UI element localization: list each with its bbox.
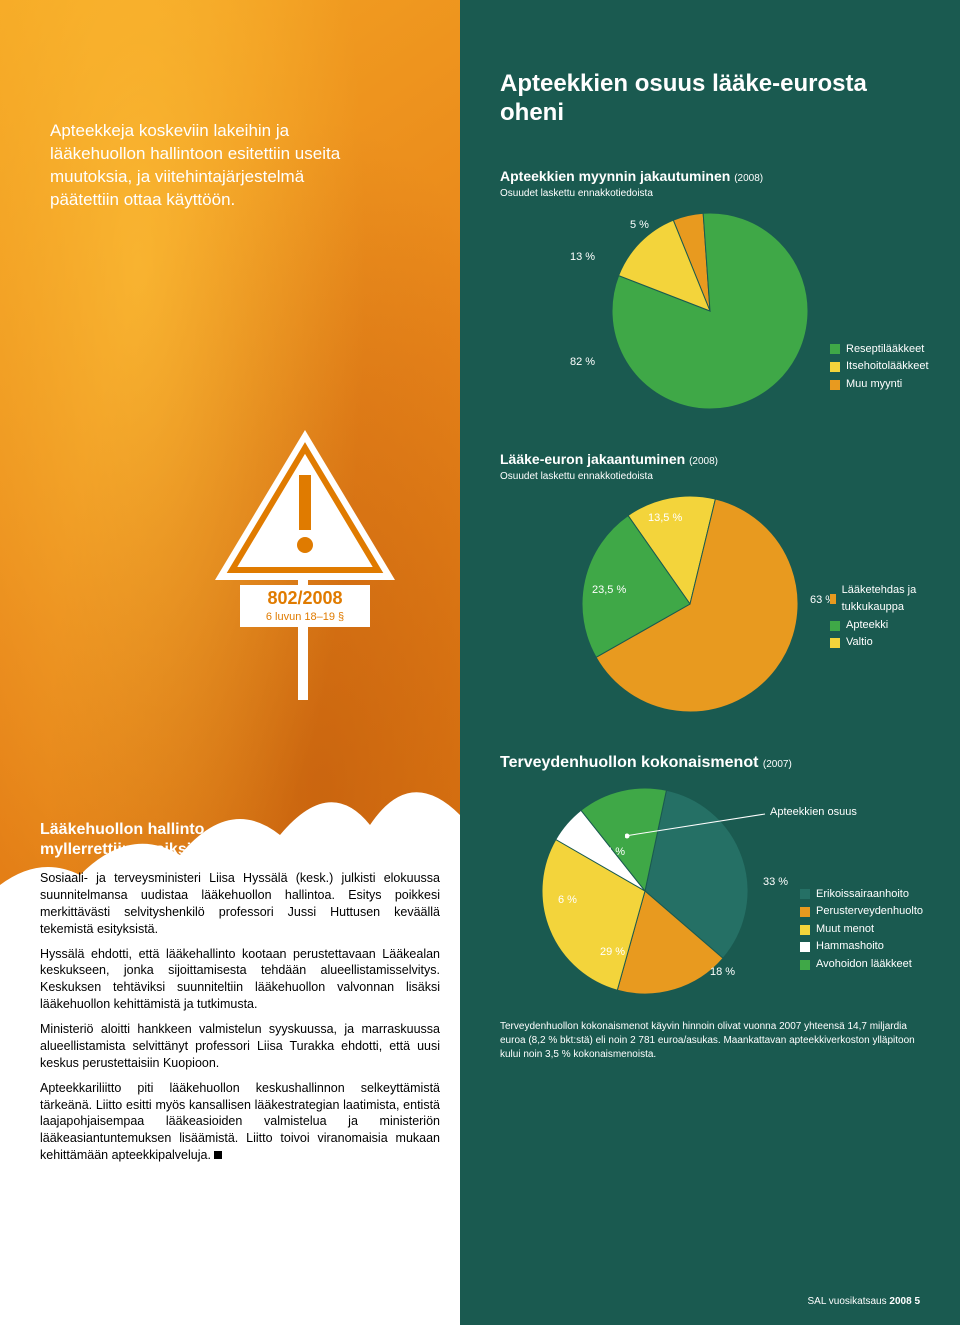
chart3-title: Terveydenhuollon kokonaismenot (2007): [500, 754, 920, 772]
legend-item: Hammashoito: [800, 938, 923, 956]
article-p4: Apteekkariliitto piti lääkehuollon kesku…: [40, 1080, 440, 1164]
chart2-title: Lääke-euron jakaantuminen (2008): [500, 451, 920, 467]
chart3-label-6: 6 %: [558, 894, 577, 906]
chart2-pie: [580, 494, 800, 714]
chart2-legend: Lääketehdas ja tukkukauppa Apteekki Valt…: [830, 582, 920, 652]
chart3-label-33: 33 %: [763, 876, 788, 888]
legend-swatch: [830, 380, 840, 390]
legend-item: Erikoissairaanhoito: [800, 886, 923, 904]
sign-top-text: 802/2008: [267, 588, 342, 608]
legend-swatch: [800, 925, 810, 935]
chart1-label-5: 5 %: [630, 219, 649, 231]
chart3-callout: Apteekkien osuus: [770, 806, 857, 818]
warning-sign: 802/2008 6 luvun 18–19 §: [200, 420, 410, 705]
chart1-label-82: 82 %: [570, 356, 595, 368]
warning-sign-svg: 802/2008 6 luvun 18–19 §: [200, 420, 410, 700]
chart3-footnote: Terveydenhuollon kokonaismenot käyvin hi…: [500, 1020, 920, 1062]
chart3-pie-wrap: 33 % 18 % 29 % 6 % 14 % Apteekkien osuus…: [500, 776, 920, 996]
legend-item: Itsehoitolääkkeet: [830, 358, 929, 376]
chart1-label-13: 13 %: [570, 251, 595, 263]
callout-line: [625, 812, 775, 842]
legend-swatch: [800, 907, 810, 917]
chart2-label-235: 23,5 %: [592, 584, 626, 596]
left-column: Apteekkeja koskeviin lakeihin ja lääkehu…: [0, 0, 460, 1325]
legend-swatch: [830, 638, 840, 648]
article: Lääkehuollon hallinto myllerrettiin uusi…: [40, 820, 440, 1172]
legend-item: Muut menot: [800, 921, 923, 939]
chart2-pie-wrap: 13,5 % 23,5 % 63 % Lääketehdas ja tukkuk…: [500, 494, 920, 714]
article-heading: Lääkehuollon hallinto myllerrettiin uusi…: [40, 820, 440, 860]
end-mark-icon: [214, 1151, 222, 1159]
article-heading-l2: myllerrettiin uusiksi: [40, 841, 191, 858]
chart1-pie: [610, 211, 810, 411]
chart1-subtitle: Osuudet laskettu ennakkotiedoista: [500, 188, 920, 199]
legend-item: Reseptilääkkeet: [830, 341, 929, 359]
chart3-label-29: 29 %: [600, 946, 625, 958]
chart3-label-18: 18 %: [710, 966, 735, 978]
legend-item: Apteekki: [830, 617, 920, 635]
chart2-block: Lääke-euron jakaantuminen (2008) Osuudet…: [500, 451, 920, 714]
legend-item: Avohoidon lääkkeet: [800, 956, 923, 974]
article-p2: Hyssälä ehdotti, että lääkehallinto koot…: [40, 946, 440, 1014]
right-column: Apteekkien osuus lääke-eurosta oheni Apt…: [460, 0, 960, 1325]
chart2-label-135: 13,5 %: [648, 512, 682, 524]
main-title: Apteekkien osuus lääke-eurosta oheni: [500, 70, 920, 128]
chart3-label-14: 14 %: [600, 846, 625, 858]
article-p3: Ministeriö aloitti hankkeen valmistelun …: [40, 1021, 440, 1072]
chart1-block: Apteekkien myynnin jakautuminen (2008) O…: [500, 168, 920, 411]
legend-swatch: [800, 960, 810, 970]
chart1-title: Apteekkien myynnin jakautuminen (2008): [500, 168, 920, 184]
legend-swatch: [830, 344, 840, 354]
chart3-legend: Erikoissairaanhoito Perusterveydenhuolto…: [800, 886, 923, 974]
chart1-pie-wrap: 5 % 13 % 82 % Reseptilääkkeet Itsehoitol…: [500, 211, 920, 411]
legend-swatch: [800, 942, 810, 952]
chart1-legend: Reseptilääkkeet Itsehoitolääkkeet Muu my…: [830, 341, 929, 394]
chart2-subtitle: Osuudet laskettu ennakkotiedoista: [500, 471, 920, 482]
legend-item: Perusterveydenhuolto: [800, 903, 923, 921]
legend-swatch: [830, 594, 836, 604]
chart3-block: Terveydenhuollon kokonaismenot (2007) 33…: [500, 754, 920, 1062]
legend-swatch: [830, 621, 840, 631]
article-p1: Sosiaali- ja terveysministeri Liisa Hyss…: [40, 870, 440, 938]
article-heading-l1: Lääkehuollon hallinto: [40, 821, 204, 838]
page-footer: SAL vuosikatsaus 2008 5: [808, 1296, 921, 1307]
legend-item: Muu myynti: [830, 376, 929, 394]
page: Apteekkeja koskeviin lakeihin ja lääkehu…: [0, 0, 960, 1325]
legend-swatch: [830, 362, 840, 372]
sign-bottom-text: 6 luvun 18–19 §: [266, 611, 344, 623]
intro-text: Apteekkeja koskeviin lakeihin ja lääkehu…: [50, 120, 370, 212]
legend-swatch: [800, 889, 810, 899]
legend-item: Lääketehdas ja tukkukauppa: [830, 582, 920, 617]
legend-item: Valtio: [830, 634, 920, 652]
